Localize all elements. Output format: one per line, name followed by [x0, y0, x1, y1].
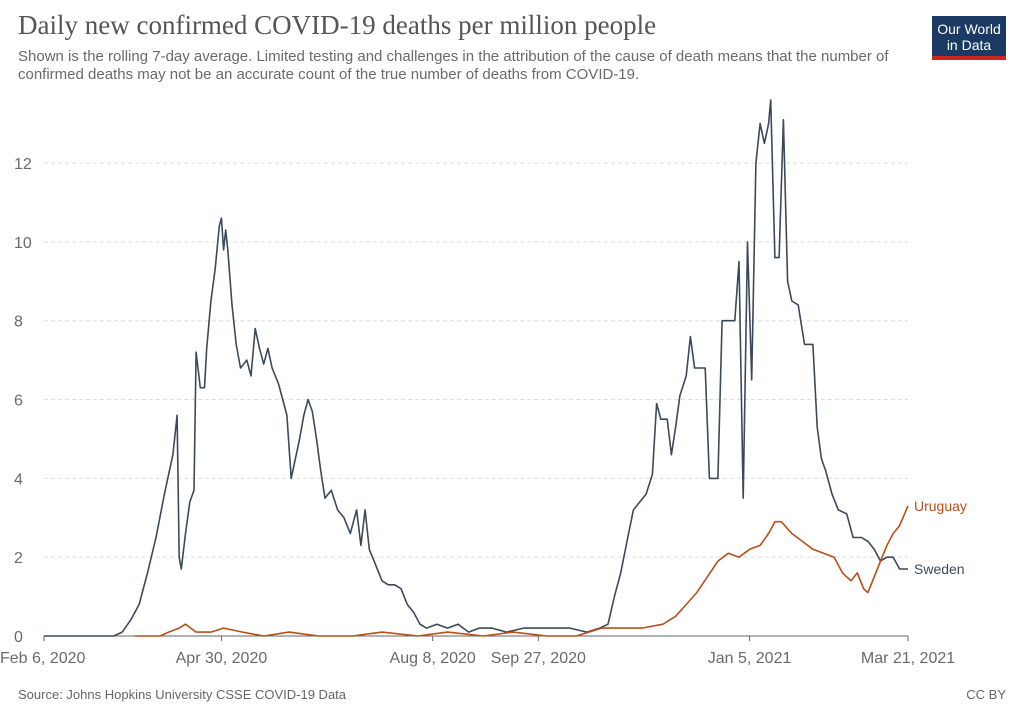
x-tick-label: Mar 21, 2021: [861, 650, 955, 667]
y-tick-label: 4: [14, 471, 23, 488]
y-tick-label: 2: [14, 550, 23, 567]
x-tick-label: Feb 6, 2020: [0, 650, 86, 667]
y-tick-label: 6: [14, 393, 23, 410]
series-lines: [44, 99, 909, 637]
x-tick-label: Sep 27, 2020: [491, 650, 586, 667]
grid-lines: [44, 162, 908, 637]
source-note: Source: Johns Hopkins University CSSE CO…: [18, 687, 347, 702]
y-tick-label: 0: [14, 629, 23, 646]
y-tick-label: 12: [14, 156, 32, 173]
logo-line-1: Our World: [937, 21, 1001, 37]
x-tick-label: Apr 30, 2020: [176, 650, 268, 667]
series-end-labels: Sweden Uruguay: [914, 498, 967, 577]
x-tick-label: Jan 5, 2021: [708, 650, 792, 667]
x-tick-label: Aug 8, 2020: [390, 650, 476, 667]
chart-title: Daily new confirmed COVID-19 deaths per …: [18, 10, 657, 40]
y-tick-label: 10: [14, 235, 32, 252]
y-axis-ticks: 0 2 4 6 8 10 12: [14, 156, 32, 646]
x-axis-ticks: Feb 6, 2020 Apr 30, 2020 Aug 8, 2020 Sep 27…: [0, 636, 955, 667]
y-tick-label: 8: [14, 314, 23, 331]
logo-line-2: in Data: [946, 37, 992, 53]
series-label-sweden: Sweden: [914, 561, 965, 577]
series-line-uruguay: [134, 505, 909, 637]
license-link[interactable]: CC BY: [966, 687, 1006, 702]
series-line-sweden: [44, 99, 908, 637]
chart-subtitle: Shown is the rolling 7-day average. Limi…: [18, 48, 889, 83]
owid-logo[interactable]: Our World in Data: [932, 16, 1006, 60]
series-label-uruguay: Uruguay: [914, 498, 967, 514]
